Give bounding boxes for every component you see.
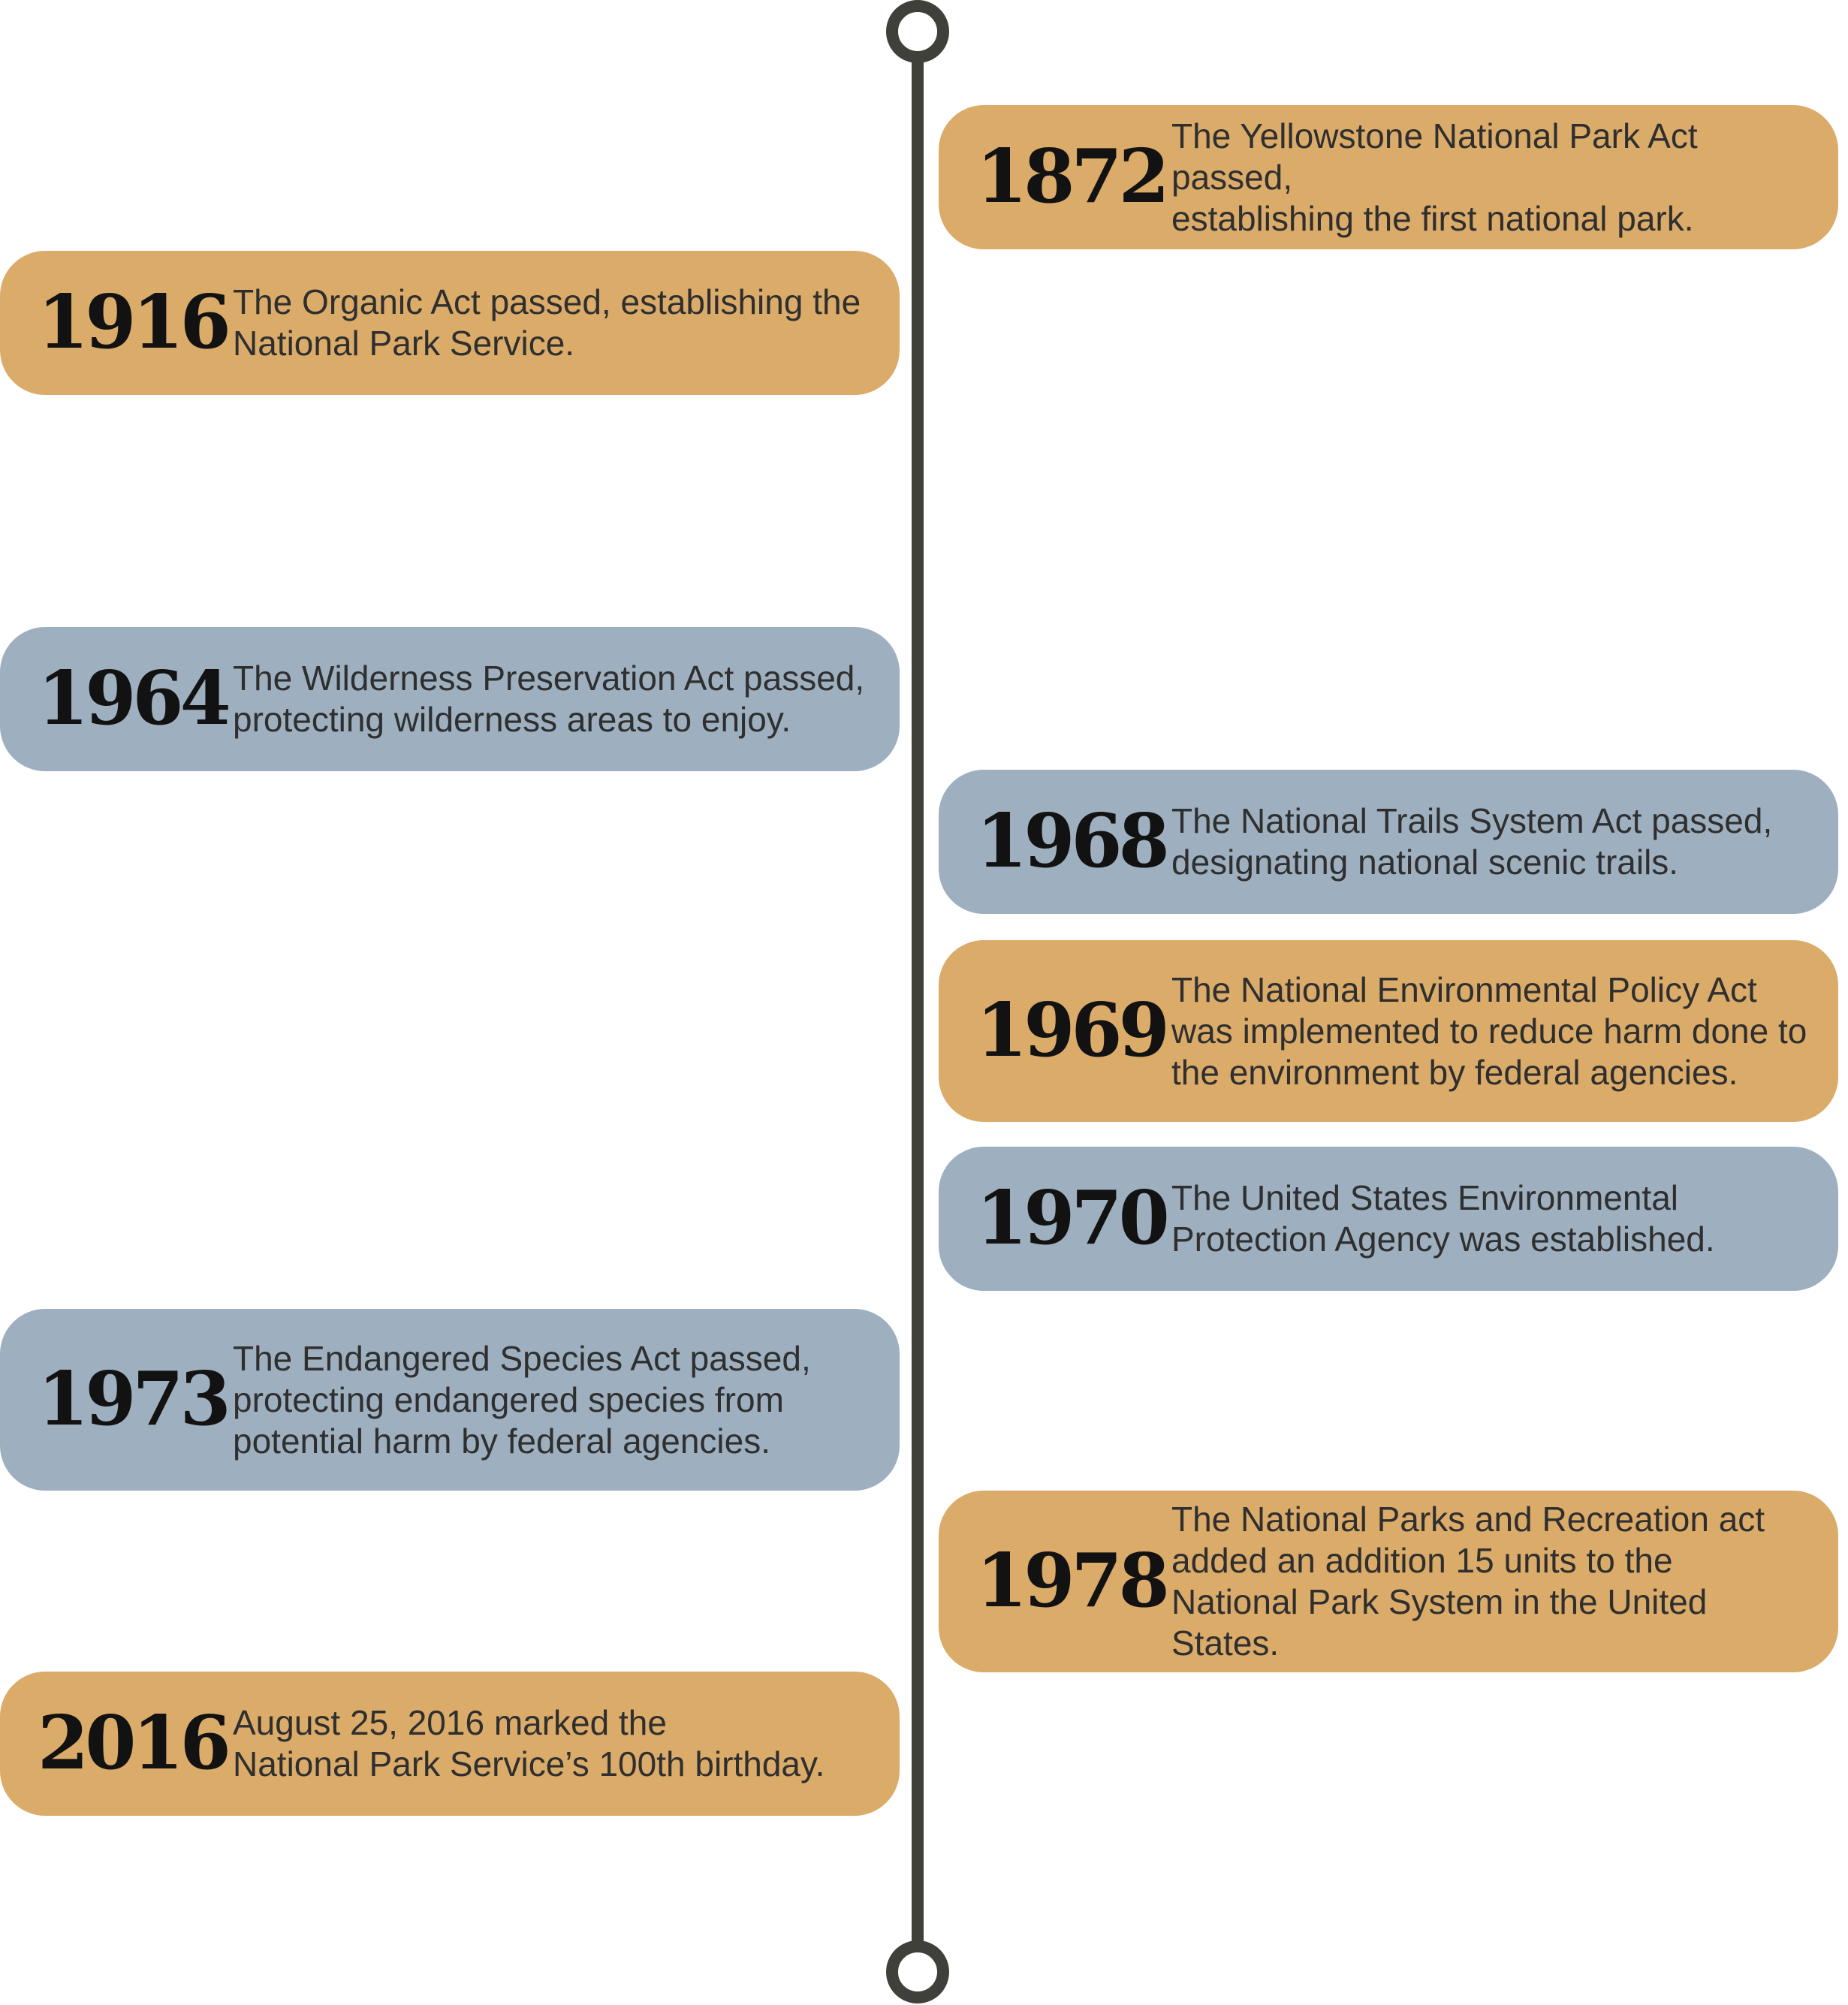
event-description: The National Parks and Recreation act ad… <box>1171 1500 1765 1663</box>
event-description: August 25, 2016 marked the National Park… <box>233 1703 825 1783</box>
event-year: 1872 <box>976 134 1170 220</box>
timeline-event-1964: 1964 The Wilderness Preservation Act pas… <box>0 627 900 771</box>
event-year: 1978 <box>976 1538 1170 1624</box>
timeline-event-2016: 2016 August 25, 2016 marked the National… <box>0 1672 900 1816</box>
timeline-axis-line <box>912 47 924 1949</box>
event-year: 1964 <box>38 656 231 742</box>
timeline-event-1970: 1970 The United States Environmental Pro… <box>939 1147 1838 1291</box>
timeline-event-1969: 1969 The National Environmental Policy A… <box>939 940 1838 1122</box>
event-year: 1973 <box>38 1356 231 1443</box>
event-description: The National Trails System Act passed, d… <box>1171 801 1773 882</box>
event-year: 1916 <box>38 279 231 366</box>
event-description: The Yellowstone National Park Act passed… <box>1171 116 1698 238</box>
timeline-end-circle <box>886 1940 949 2003</box>
event-description: The National Environmental Policy Act wa… <box>1171 969 1807 1092</box>
timeline-event-1973: 1973 The Endangered Species Act passed, … <box>0 1309 900 1491</box>
event-description: The Organic Act passed, establishing the… <box>233 282 861 363</box>
event-description: The Endangered Species Act passed, prote… <box>233 1338 811 1461</box>
event-year: 1969 <box>976 987 1170 1074</box>
timeline-event-1968: 1968 The National Trails System Act pass… <box>939 770 1838 914</box>
event-description: The Wilderness Preservation Act passed, … <box>233 659 865 739</box>
timeline-event-1916: 1916 The Organic Act passed, establishin… <box>0 251 900 395</box>
event-year: 1970 <box>976 1175 1170 1262</box>
event-year: 1968 <box>976 798 1170 885</box>
timeline-event-1872: 1872 The Yellowstone National Park Act p… <box>939 105 1838 249</box>
event-description: The United States Environmental Protecti… <box>1171 1178 1715 1259</box>
timeline-start-circle <box>886 0 949 63</box>
timeline-event-1978: 1978 The National Parks and Recreation a… <box>939 1491 1838 1672</box>
event-year: 2016 <box>38 1700 231 1786</box>
